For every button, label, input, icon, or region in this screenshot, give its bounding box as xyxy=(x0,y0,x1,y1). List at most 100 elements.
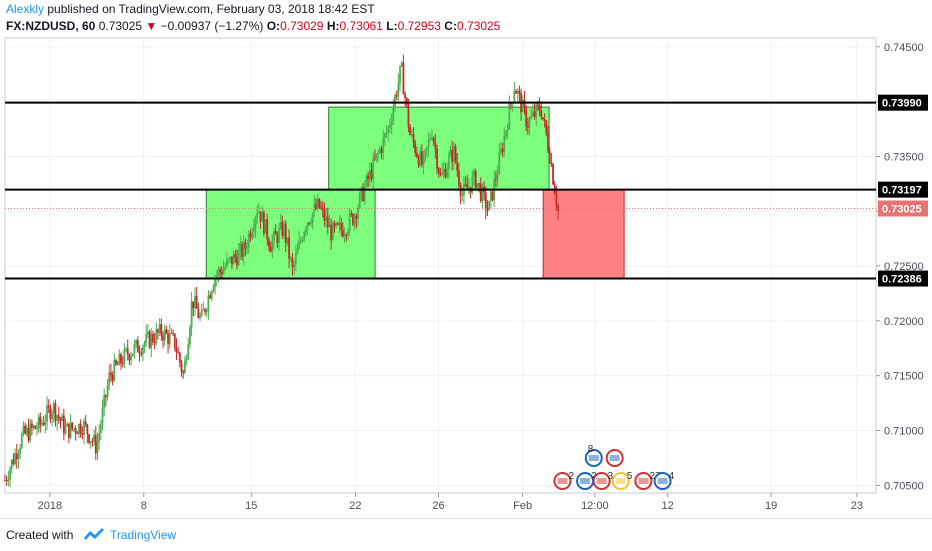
published-text: published on TradingView.com, February 0… xyxy=(47,2,375,16)
candle-body xyxy=(489,191,492,201)
author-link[interactable]: Alexkly xyxy=(6,2,45,16)
candle-body xyxy=(533,111,536,118)
candle-body xyxy=(543,118,546,121)
candle-body xyxy=(56,415,59,421)
candle-body xyxy=(36,428,38,430)
candle-body xyxy=(291,258,294,268)
candle-body xyxy=(389,125,391,128)
close-value: 0.73025 xyxy=(456,19,501,33)
candle-body xyxy=(347,231,349,236)
candle-body xyxy=(94,434,97,454)
candle-body xyxy=(296,248,299,254)
candle-body xyxy=(126,348,129,355)
candle-body xyxy=(57,415,60,419)
candle-body xyxy=(30,423,33,428)
candle-body xyxy=(358,193,361,208)
x-tick-label: 2018 xyxy=(38,500,62,512)
candle-body xyxy=(380,148,383,153)
candle-body xyxy=(427,139,430,147)
candle-body xyxy=(409,126,412,136)
last-price-badge-label: 0.73025 xyxy=(882,203,922,215)
candle-body xyxy=(257,211,260,213)
candle-body xyxy=(254,217,257,229)
candle-body xyxy=(540,111,543,118)
candle-body xyxy=(271,240,274,253)
y-tick-label: 0.71500 xyxy=(884,371,924,383)
tradingview-logo-icon[interactable] xyxy=(82,526,106,545)
candle-body xyxy=(24,425,27,434)
x-tick-label: Feb xyxy=(513,500,532,512)
candle-body xyxy=(155,329,158,344)
candle-body xyxy=(494,179,497,181)
candle-body xyxy=(407,105,410,127)
candle-body xyxy=(67,423,70,438)
candle-body xyxy=(37,416,40,429)
candle-body xyxy=(29,423,32,441)
candle-body xyxy=(452,146,455,162)
candle-body xyxy=(318,198,321,208)
candle-body xyxy=(547,133,549,151)
candle-body xyxy=(187,344,190,360)
candle-body xyxy=(189,327,191,345)
candle-body xyxy=(395,95,398,97)
candle-body xyxy=(51,413,53,420)
candle-body xyxy=(160,324,163,336)
candle-body xyxy=(385,132,388,134)
candle-body xyxy=(207,295,210,311)
candle-body xyxy=(27,427,30,441)
candle-body xyxy=(202,309,205,311)
candle-body xyxy=(200,309,203,316)
candle-body xyxy=(219,269,222,272)
price-chart[interactable]: 0.745000.740000.735000.730000.725000.720… xyxy=(0,0,932,518)
candle-body xyxy=(338,223,341,225)
candle-body xyxy=(336,222,339,225)
candle-body xyxy=(330,224,333,241)
candle-body xyxy=(152,334,154,342)
candle-body xyxy=(190,301,193,328)
candle-body xyxy=(310,223,312,225)
candle-body xyxy=(162,335,164,341)
tradingview-brand-link[interactable]: TradingView xyxy=(110,528,177,542)
candle-body xyxy=(268,239,270,247)
candle-body xyxy=(422,155,425,165)
candle-body xyxy=(93,434,95,442)
candle-body xyxy=(557,205,559,211)
candle-body xyxy=(478,183,480,185)
candle-body xyxy=(372,158,375,180)
event-flag-stripe xyxy=(588,455,599,461)
candle-body xyxy=(328,224,331,228)
y-tick-label: 0.71000 xyxy=(884,426,924,438)
candle-body xyxy=(370,170,373,180)
candle-body xyxy=(516,91,519,94)
candle-body xyxy=(106,385,109,397)
candle-body xyxy=(78,423,80,435)
candle-body xyxy=(333,223,336,227)
candle-body xyxy=(378,148,381,153)
candle-body xyxy=(39,416,42,425)
candle-body xyxy=(293,263,296,268)
candle-body xyxy=(131,353,134,357)
candle-body xyxy=(294,253,297,264)
candle-body xyxy=(419,151,422,166)
candle-body xyxy=(104,395,107,397)
candle-body xyxy=(167,333,169,345)
candle-body xyxy=(157,329,159,333)
candle-body xyxy=(79,423,82,434)
candle-body xyxy=(397,82,400,97)
candle-body xyxy=(365,175,368,187)
candle-body xyxy=(194,295,196,309)
candle-body xyxy=(456,161,459,171)
candle-body xyxy=(130,356,132,361)
candle-body xyxy=(61,415,64,421)
candle-body xyxy=(4,479,6,481)
level-badge xyxy=(878,270,928,287)
event-count-label: 8 xyxy=(588,444,594,455)
candle-body xyxy=(197,308,200,318)
candle-body xyxy=(486,209,489,211)
low-value: 0.72953 xyxy=(397,19,441,33)
candle-body xyxy=(447,156,450,170)
candle-body xyxy=(148,331,151,348)
candle-body xyxy=(62,415,65,434)
candle-body xyxy=(530,115,533,119)
candle-body xyxy=(83,421,85,436)
